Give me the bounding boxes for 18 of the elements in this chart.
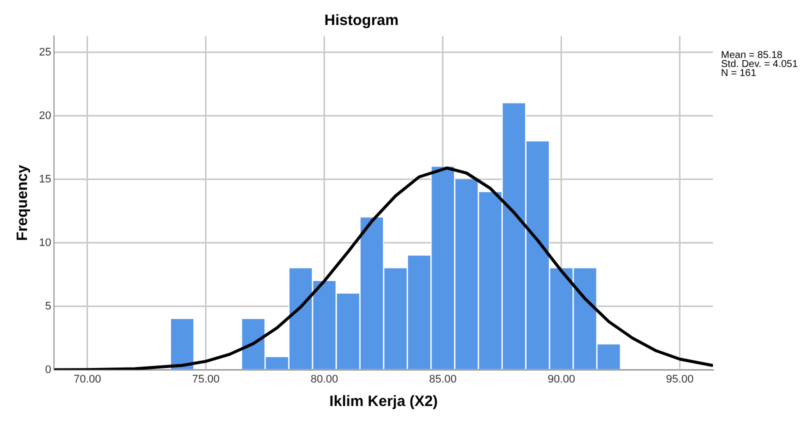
x-tick-label: 85.00 [429,373,457,386]
text: Std. Dev. = 4.051 [721,58,798,70]
text: N = 161 [721,68,757,79]
y-tick-label: 5 [45,300,52,312]
x-tick-label: 90.00 [548,373,576,386]
y-tick-label: 15 [38,173,52,186]
x-tick-label: 70.00 [74,373,102,386]
y-tick-label: 0 [45,364,52,376]
y-tick-label: 10 [38,236,52,249]
y-axis-title: Frequency [14,164,32,241]
x-tick-label: 75.00 [192,373,220,386]
y-tick-label: 20 [38,110,52,122]
x-tick-label: 80.00 [310,373,338,386]
x-tick-label: 95.00 [666,373,694,386]
y-tick-label: 25 [38,46,52,59]
chart-title: Histogram [324,12,399,30]
text: Mean = 85.18 [721,50,783,61]
x-axis-title: Iklim Kerja (X2) [329,393,438,410]
